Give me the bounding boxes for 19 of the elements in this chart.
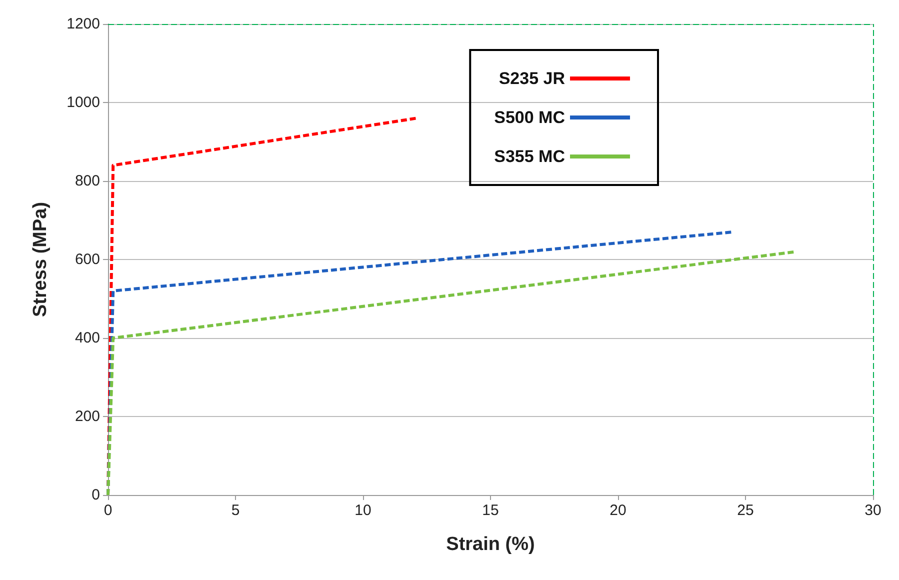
x-tick-label: 10 [354, 502, 372, 519]
y-axis-title: Stress (MPa) [30, 202, 51, 318]
y-tick-label: 400 [74, 330, 100, 346]
x-tick-label: 0 [104, 502, 112, 519]
x-tick-label: 5 [231, 502, 240, 519]
y-tick-label: 1000 [66, 94, 100, 111]
x-tick-label: 20 [610, 502, 626, 519]
y-tick-label: 200 [74, 408, 100, 425]
legend-label: S235 JR [498, 69, 565, 88]
x-axis-title: Strain (%) [446, 534, 535, 555]
legend-label: S355 MC [494, 147, 565, 166]
x-tick-label: 15 [482, 502, 499, 519]
y-tick-label: 0 [92, 486, 100, 504]
y-tick-label: 1200 [66, 16, 100, 32]
x-tick-label: 30 [864, 502, 882, 519]
legend-label: S500 MC [494, 108, 565, 127]
y-tick-label: 800 [74, 172, 100, 190]
y-tick-label: 600 [74, 251, 100, 268]
x-tick-label: 25 [737, 502, 754, 519]
